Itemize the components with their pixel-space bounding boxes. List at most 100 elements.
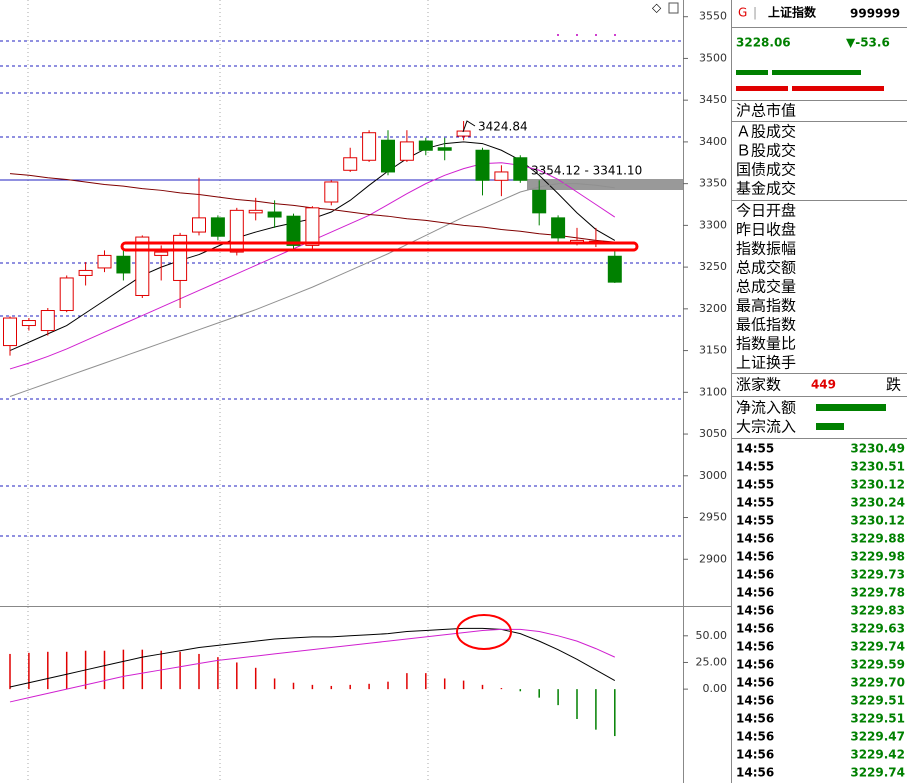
y-tick-label: 3150 xyxy=(699,344,727,357)
y-tick-label: 0.00 xyxy=(703,682,728,695)
candle-body xyxy=(286,215,301,246)
candle-body xyxy=(173,234,188,281)
field-label: 总成交额 xyxy=(736,259,796,277)
candle-body xyxy=(324,181,339,203)
advance-label: 涨家数 xyxy=(736,376,781,394)
candle-body xyxy=(513,157,528,181)
tick-price: 3229.63 xyxy=(850,622,905,636)
tick-time: 14:56 xyxy=(736,658,774,672)
volume-bar xyxy=(772,70,861,75)
tick-time: 14:56 xyxy=(736,604,774,618)
candle-body xyxy=(437,147,452,151)
candle-body xyxy=(192,217,206,233)
candle-body xyxy=(305,207,320,246)
range-annotation: 3354.12 - 3341.10 xyxy=(531,164,642,178)
tool-icon[interactable] xyxy=(668,2,679,14)
flow-bar xyxy=(816,404,886,411)
tick-time: 14:55 xyxy=(736,496,774,510)
dots xyxy=(557,34,616,36)
advance-count: 449 xyxy=(811,378,836,392)
candle-body xyxy=(116,255,131,274)
tick-time: 14:56 xyxy=(736,640,774,654)
flow-bar xyxy=(816,423,844,430)
indicator-line xyxy=(9,627,616,688)
candle-body xyxy=(210,217,225,237)
tool-icon[interactable]: ◇ xyxy=(652,1,662,15)
field-label: 最高指数 xyxy=(736,297,796,315)
candle-body xyxy=(418,140,433,151)
tick-price: 3229.78 xyxy=(850,586,905,600)
separator: | xyxy=(753,6,757,20)
field-label: 指数量比 xyxy=(736,335,796,353)
tick-time: 14:55 xyxy=(736,478,774,492)
y-tick-label: 3400 xyxy=(699,135,727,148)
highlight-box xyxy=(120,241,639,252)
y-tick-label: 3050 xyxy=(699,427,727,440)
high-annotation: 3424.84 xyxy=(478,120,528,134)
field-label: Ｂ股成交 xyxy=(736,142,796,160)
candle-body xyxy=(21,320,36,327)
tick-price: 3229.73 xyxy=(850,568,905,582)
tick-time: 14:56 xyxy=(736,676,774,690)
y-tick-label: 3250 xyxy=(699,260,727,273)
price-range-band xyxy=(527,179,683,190)
tick-time: 14:56 xyxy=(736,730,774,744)
y-tick-label: 3200 xyxy=(699,302,727,315)
candle-body xyxy=(362,132,377,161)
tick-price: 3229.98 xyxy=(850,550,905,564)
candle-body xyxy=(78,269,93,276)
candle-body xyxy=(135,236,150,296)
y-tick-label: 50.00 xyxy=(696,629,728,642)
tick-time: 14:56 xyxy=(736,586,774,600)
y-tick-label: 2950 xyxy=(699,511,727,524)
candle-body xyxy=(475,149,490,181)
candle-body xyxy=(343,157,358,171)
flow-label: 净流入额 xyxy=(736,399,796,417)
tick-time: 14:56 xyxy=(736,532,774,546)
field-label: 指数振幅 xyxy=(736,240,796,258)
tick-time: 14:56 xyxy=(736,568,774,582)
candle-body xyxy=(229,209,244,253)
tick-price: 3229.74 xyxy=(850,640,905,654)
field-label: Ａ股成交 xyxy=(736,123,796,141)
highlight-circle xyxy=(456,614,512,650)
tick-time: 14:56 xyxy=(736,694,774,708)
badge: G xyxy=(738,6,747,20)
tick-time: 14:55 xyxy=(736,442,774,456)
y-tick-label: 25.00 xyxy=(696,655,728,668)
tick-price: 3230.12 xyxy=(850,514,905,528)
panel-labels: 沪总市值 Ａ股成交Ｂ股成交国债成交基金成交今日开盘昨日收盘指数振幅总成交额总成交量… xyxy=(736,102,905,780)
field-label: 总成交量 xyxy=(736,278,796,296)
flow-label: 大宗流入 xyxy=(736,418,796,436)
candle-body xyxy=(59,277,74,312)
field-label: 最低指数 xyxy=(736,316,796,334)
volume-bar xyxy=(736,86,788,91)
tick-price: 3229.74 xyxy=(850,766,905,780)
y-tick-label: 2900 xyxy=(699,552,727,565)
tick-time: 14:56 xyxy=(736,766,774,780)
y-tick-label: 3450 xyxy=(699,93,727,106)
y-tick-label: 3000 xyxy=(699,469,727,482)
candle-body xyxy=(267,211,282,218)
tick-price: 3229.42 xyxy=(850,748,905,762)
candle-body xyxy=(97,254,112,269)
volume-bar xyxy=(736,70,768,75)
y-tick-label: 3350 xyxy=(699,177,727,190)
tick-time: 14:56 xyxy=(736,748,774,762)
indicator-line xyxy=(9,628,616,703)
tick-price: 3229.83 xyxy=(850,604,905,618)
y-tick-label: 3300 xyxy=(699,218,727,231)
tick-time: 14:56 xyxy=(736,550,774,564)
vertical-grid xyxy=(27,0,429,783)
field-label: 沪总市值 xyxy=(736,102,796,120)
price: 3228.06 xyxy=(736,36,791,50)
volume-bar xyxy=(792,86,884,91)
candle-body xyxy=(532,189,547,214)
y-tick-label: 3500 xyxy=(699,51,727,64)
change: ▼-53.6 xyxy=(846,36,890,50)
tick-time: 14:56 xyxy=(736,622,774,636)
tick-price: 3229.51 xyxy=(850,712,905,726)
field-label: 今日开盘 xyxy=(736,202,796,220)
